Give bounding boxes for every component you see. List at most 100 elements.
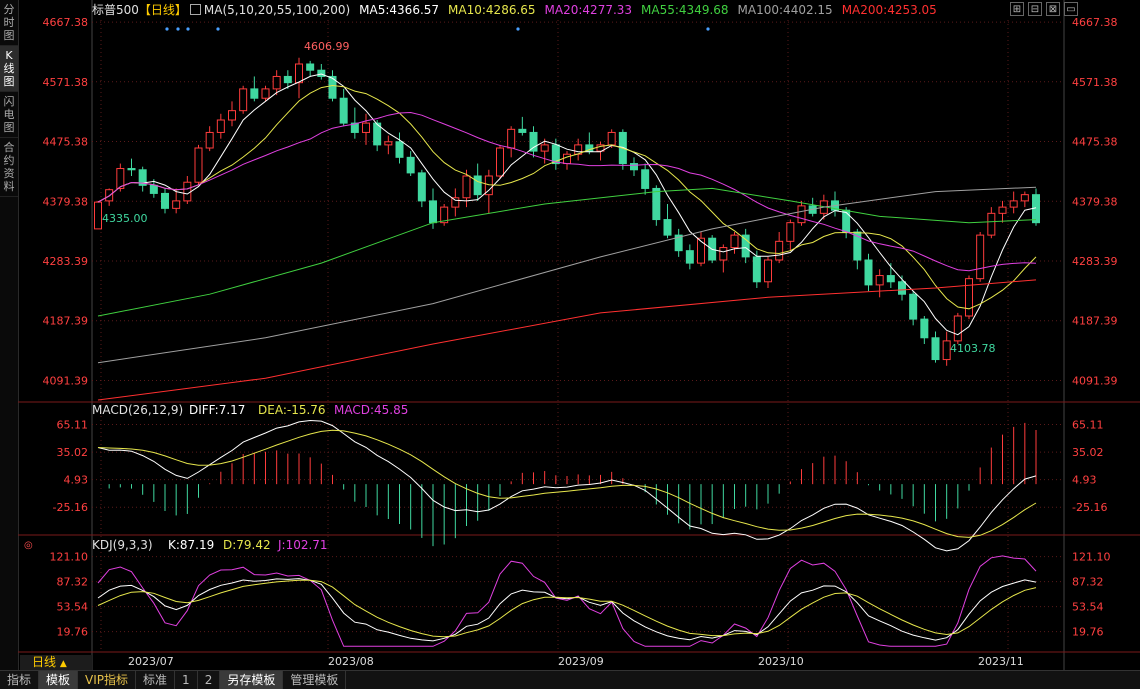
candle-body	[295, 63, 303, 84]
candle-body	[674, 234, 683, 252]
low-annotation-right: 4103.78	[950, 342, 996, 355]
candle-body	[384, 141, 393, 146]
sidebar-tab-2[interactable]: 闪电图	[0, 92, 18, 138]
candle-body	[842, 209, 851, 233]
window-button-0[interactable]: ⊞	[1010, 2, 1024, 16]
candle-body	[116, 168, 125, 189]
kdj-tick-right: 121.10	[1072, 551, 1111, 564]
bottom-tab-1[interactable]: 模板	[39, 671, 79, 689]
bottom-tab-7[interactable]: 管理模板	[283, 671, 347, 689]
event-marker	[516, 27, 520, 31]
price-tick-left: 4475.38	[43, 136, 89, 149]
candle-body	[953, 315, 962, 342]
candle-body	[272, 75, 281, 90]
candle-body	[976, 234, 985, 280]
ma-legend-item: MA10:4286.65	[448, 3, 536, 17]
price-tick-right: 4475.38	[1072, 136, 1118, 149]
candle-body	[898, 281, 906, 295]
candle-body	[987, 212, 996, 236]
ma-legend-item: MA(5,10,20,55,100,200)	[203, 3, 351, 17]
candle-body	[875, 275, 884, 286]
candle-body	[697, 237, 705, 264]
event-marker	[165, 27, 169, 31]
high-annotation: 4606.99	[304, 40, 350, 53]
price-tick-left: 4283.39	[43, 255, 89, 268]
candle-body	[965, 278, 973, 317]
square-icon[interactable]	[189, 4, 201, 15]
candle-body	[250, 88, 259, 99]
candle-body	[473, 175, 482, 196]
kdj-tick-left: 87.32	[57, 576, 89, 589]
kdj-tick-left: 19.76	[57, 626, 89, 639]
bottom-tab-2[interactable]: VIP指标	[78, 671, 137, 689]
symbol-name: 标普500	[92, 3, 139, 17]
ma-legend-item: MA100:4402.15	[737, 3, 833, 17]
price-tick-right: 4091.39	[1072, 374, 1118, 387]
sidebar-tab-0[interactable]: 分时图	[0, 0, 18, 46]
window-button-2[interactable]: ⊠	[1046, 2, 1060, 16]
candle-body	[228, 110, 236, 121]
candle-body	[685, 250, 694, 264]
candle-body	[328, 75, 337, 99]
price-tick-right: 4187.39	[1072, 315, 1118, 328]
candle-body	[641, 169, 650, 189]
ma5-line	[97, 73, 1037, 336]
ma10-line	[97, 84, 1037, 310]
candle-body	[909, 293, 918, 320]
price-tick-right: 4283.39	[1072, 255, 1118, 268]
candle-body	[1020, 194, 1029, 202]
candle-body	[317, 69, 326, 77]
candle-body	[663, 219, 672, 236]
price-tick-left: 4667.38	[43, 16, 89, 29]
price-tick-left: 4379.38	[43, 195, 89, 208]
candle-body	[94, 201, 102, 230]
x-axis-label: 2023/10	[758, 655, 804, 668]
bottom-tab-3[interactable]: 标准	[136, 671, 176, 689]
candle-body	[864, 259, 873, 286]
bottom-tab-5[interactable]: 2	[198, 671, 221, 689]
sidebar-tab-3[interactable]: 合约资料	[0, 138, 18, 197]
candle-body	[786, 222, 795, 242]
candle-body	[362, 122, 370, 133]
candle-body	[551, 144, 560, 165]
kdj-legend-item: J:102.71	[277, 538, 328, 552]
candle-body	[607, 131, 616, 146]
price-tick-right: 4667.38	[1072, 16, 1118, 29]
macd-legend-item: MACD(26,12,9)	[92, 403, 183, 417]
bottom-tab-4[interactable]: 1	[175, 671, 198, 689]
price-tick-left: 4187.39	[43, 315, 89, 328]
candle-body	[205, 131, 214, 149]
candle-body	[283, 75, 292, 84]
ma55-line	[97, 187, 1037, 317]
macd-dea-line	[97, 429, 1037, 538]
sidebar-tab-1[interactable]: K线图	[0, 46, 18, 92]
low-annotation-left: 4335.00	[102, 212, 148, 225]
x-axis-label: 2023/11	[978, 655, 1024, 668]
macd-legend-item: DEA:-15.76	[258, 403, 326, 417]
window-button-3[interactable]: ▭	[1064, 2, 1078, 16]
kdj-legend-item: K:87.19	[168, 538, 214, 552]
candle-body	[886, 275, 895, 283]
bottom-tab-6[interactable]: 另存模板	[220, 671, 284, 689]
candle-body	[350, 122, 359, 133]
candle-body	[451, 197, 460, 208]
candle-body	[630, 163, 638, 171]
price-tick-right: 4571.38	[1072, 76, 1118, 89]
macd-tick-right: -25.16	[1072, 501, 1107, 514]
candle-body	[440, 206, 449, 224]
price-tick-left: 4571.38	[43, 76, 89, 89]
macd-tick-right: 65.11	[1072, 418, 1104, 431]
candlestick-chart[interactable]: 4667.38 4667.38 4571.38 4571.38 4475.38 4475.…	[0, 0, 1140, 670]
kdj-tick-right: 53.54	[1072, 601, 1104, 614]
window-button-1[interactable]: ⊟	[1028, 2, 1042, 16]
candle-body	[529, 131, 538, 152]
candle-body	[507, 128, 516, 149]
period-selector[interactable]: 日线 ▲	[20, 655, 92, 670]
candle-body	[596, 144, 605, 152]
ma100-line	[97, 186, 1037, 364]
bottom-tab-0[interactable]: 指标	[0, 671, 40, 689]
kdj-tick-right: 19.76	[1072, 626, 1104, 639]
ma20-line	[97, 111, 1037, 272]
period-tag[interactable]: 【日线】	[138, 3, 187, 17]
macd-tick-right: 4.93	[1072, 474, 1097, 487]
